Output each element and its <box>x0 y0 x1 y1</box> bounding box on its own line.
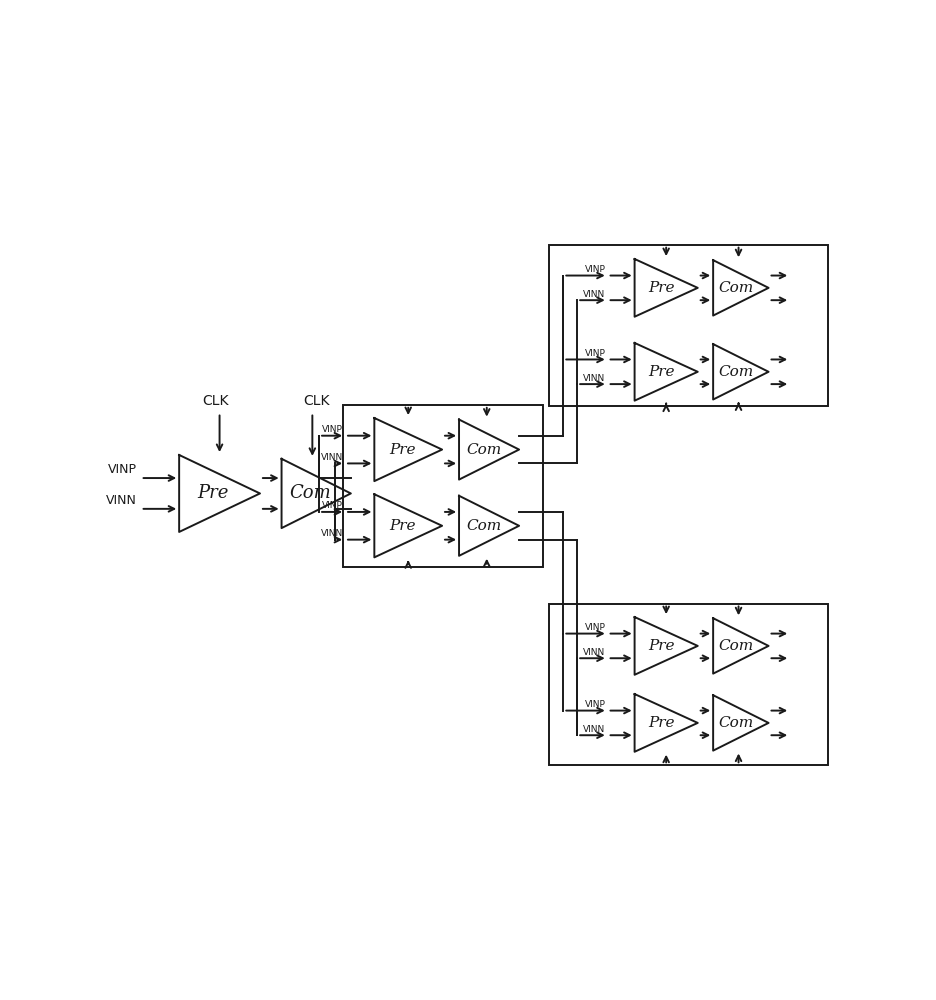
Text: VINP: VINP <box>322 425 343 434</box>
Text: Com: Com <box>466 443 502 457</box>
Bar <box>548 604 827 765</box>
Text: Com: Com <box>466 519 502 533</box>
Text: VINN: VINN <box>582 648 605 657</box>
Text: Com: Com <box>718 639 753 653</box>
Text: Com: Com <box>718 365 753 379</box>
Text: Pre: Pre <box>389 519 416 533</box>
Text: Pre: Pre <box>647 281 674 295</box>
Text: VINN: VINN <box>320 453 343 462</box>
Text: CLK: CLK <box>302 394 329 408</box>
Text: Pre: Pre <box>197 484 228 502</box>
Bar <box>343 405 542 567</box>
Text: VINN: VINN <box>106 494 137 507</box>
Text: Com: Com <box>718 716 753 730</box>
Text: VINP: VINP <box>584 623 605 632</box>
Text: Pre: Pre <box>647 716 674 730</box>
Text: Com: Com <box>718 281 753 295</box>
Text: VINP: VINP <box>584 265 605 274</box>
Text: Pre: Pre <box>647 365 674 379</box>
Text: VINN: VINN <box>320 529 343 538</box>
Text: VINN: VINN <box>582 725 605 734</box>
Text: VINP: VINP <box>584 700 605 709</box>
Bar <box>548 245 827 406</box>
Text: Pre: Pre <box>389 443 416 457</box>
Text: VINP: VINP <box>322 501 343 510</box>
Text: Pre: Pre <box>647 639 674 653</box>
Text: VINN: VINN <box>582 290 605 299</box>
Text: CLK: CLK <box>202 394 228 408</box>
Text: VINN: VINN <box>582 374 605 383</box>
Text: VINP: VINP <box>584 349 605 358</box>
Text: Com: Com <box>289 484 331 502</box>
Text: VINP: VINP <box>108 463 137 476</box>
